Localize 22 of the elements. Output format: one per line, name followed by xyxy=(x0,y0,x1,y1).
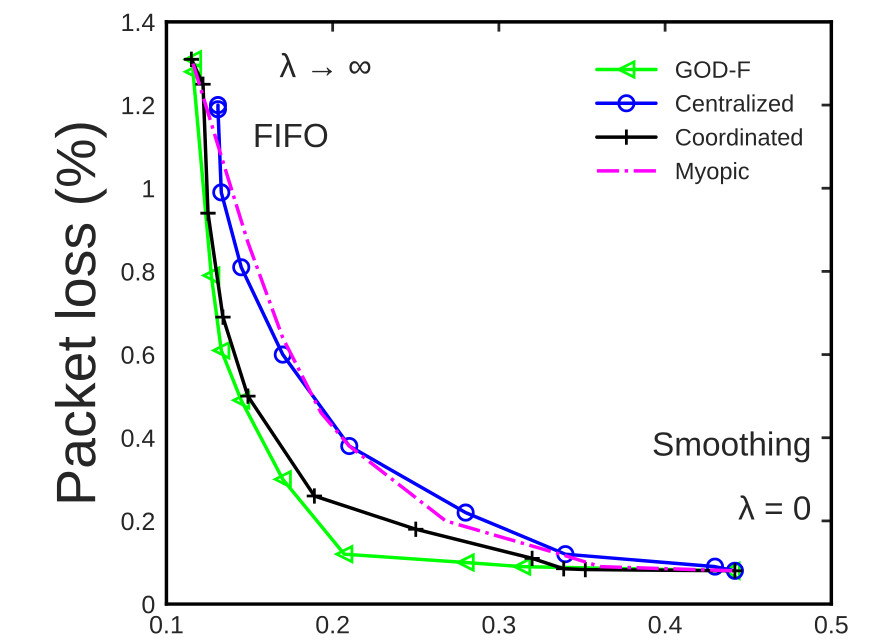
y-axis-title: Packet loss (%) xyxy=(54,123,107,502)
y-tick-label: 0.6 xyxy=(122,346,154,364)
legend-label: GOD-F xyxy=(676,61,750,78)
y-tick-label: 0.2 xyxy=(122,512,154,530)
x-tick-label: 0.1 xyxy=(150,616,183,634)
y-tick-label: 1 xyxy=(143,180,154,198)
legend-label: Centralized xyxy=(676,94,793,112)
x-tick-label: 0.3 xyxy=(482,616,516,634)
annotation: FIFO xyxy=(256,124,328,148)
annotation: λ = 0 xyxy=(738,495,810,520)
x-tick-label: 0.4 xyxy=(648,616,682,634)
annotation: Smoothing xyxy=(654,431,810,462)
y-tick-label: 1.4 xyxy=(122,14,155,31)
y-tick-label: 0 xyxy=(142,596,154,614)
legend-label: Myopic xyxy=(676,162,749,184)
y-tick-label: 1.2 xyxy=(122,96,154,114)
x-tick-label: 0.2 xyxy=(316,616,349,634)
annotation: λ → ∞ xyxy=(280,52,370,78)
x-tick-label: 0.5 xyxy=(814,616,848,634)
y-tick-label: 0.8 xyxy=(122,263,154,281)
y-tick-label: 0.4 xyxy=(122,429,155,448)
legend-label: Coordinated xyxy=(676,128,802,146)
